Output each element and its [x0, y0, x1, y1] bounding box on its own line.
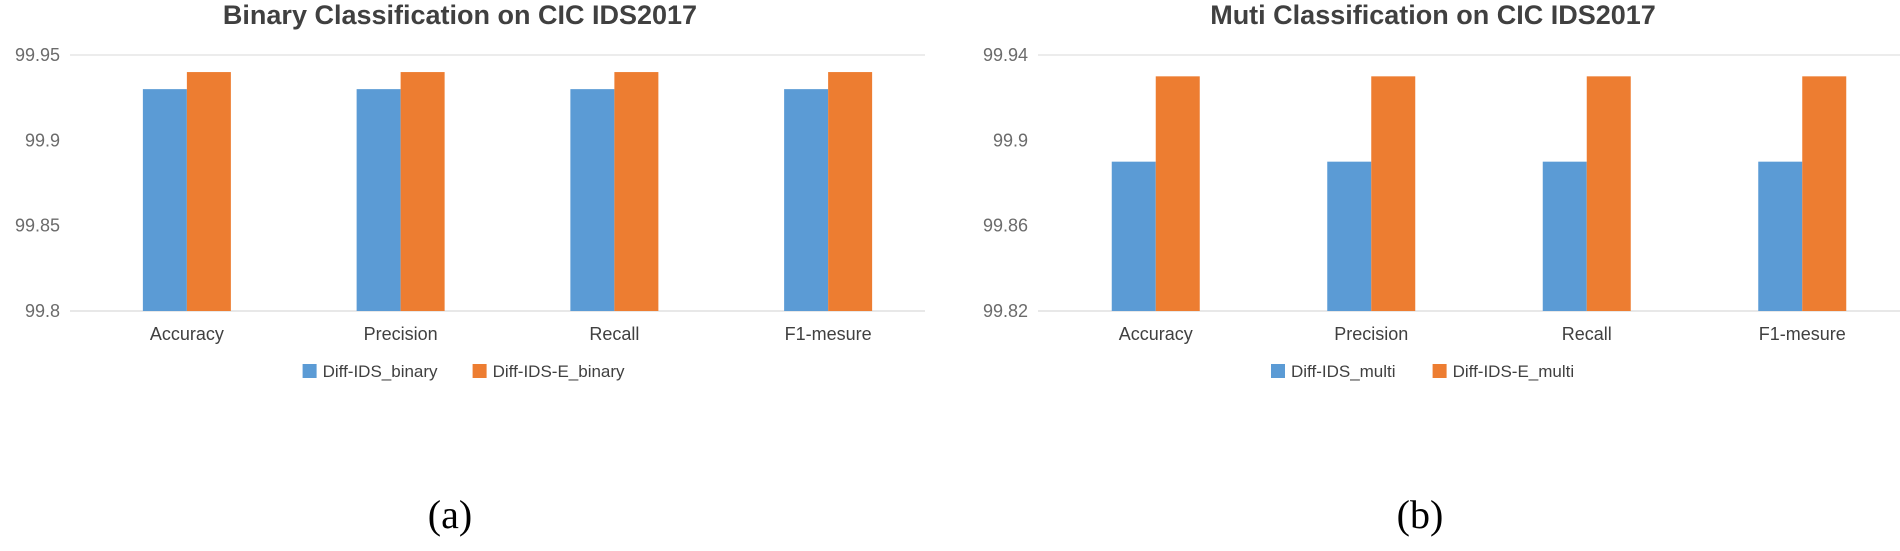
multi-y-tick-label: 99.9 — [993, 130, 1028, 150]
multi-bar-diff-ids-multi-precision — [1327, 161, 1372, 311]
multi-legend: Diff-IDS_multi Diff-IDS-E_multi — [1271, 362, 1574, 381]
multi-y-tick-label: 99.86 — [983, 216, 1028, 236]
multi-bar-diff-ids-multi-accuracy — [1111, 161, 1156, 311]
binary-bar-diff-ids-binary-accuracy — [142, 89, 187, 311]
chart-multi: Muti Classification on CIC IDS2017 99.82 9… — [960, 0, 1900, 551]
binary-y-tick-label: 99.85 — [15, 216, 60, 236]
chart-binary-svg: Binary Classification on CIC IDS2017 99.8… — [15, 0, 925, 537]
multi-x-category-label: Accuracy — [1119, 324, 1193, 344]
multi-legend-swatch — [1271, 364, 1285, 378]
chart-multi-svg: Muti Classification on CIC IDS2017 99.82 9… — [983, 0, 1900, 537]
multi-legend-label: Diff-IDS_multi — [1291, 362, 1396, 381]
binary-x-category-label: F1-mesure — [785, 324, 872, 344]
multi-chart-title: Muti Classification on CIC IDS2017 — [1210, 0, 1656, 30]
chart-binary: Binary Classification on CIC IDS2017 99.8… — [15, 0, 925, 537]
binary-x-category-label: Recall — [589, 324, 639, 344]
binary-legend-swatch — [302, 364, 317, 378]
binary-y-tick-label: 99.95 — [15, 45, 60, 65]
binary-x-category-label: Precision — [364, 324, 438, 344]
binary-legend-label: Diff-IDS_binary — [323, 362, 438, 381]
multi-legend-swatch — [1432, 364, 1447, 378]
multi-x-category-label: Recall — [1562, 324, 1612, 344]
multi-x-category-label: F1-mesure — [1759, 324, 1846, 344]
multi-bar-diff-ids-e-multi-accuracy — [1155, 76, 1200, 311]
binary-y-tick-label: 99.9 — [25, 130, 60, 150]
binary-legend-label: Diff-IDS-E_binary — [493, 362, 625, 381]
binary-bar-diff-ids-binary-f1-mesure — [784, 89, 829, 311]
multi-panel-label: (b) — [1397, 492, 1444, 537]
binary-bar-diff-ids-binary-precision — [356, 89, 401, 311]
binary-y-tick-label: 99.8 — [25, 301, 60, 321]
multi-bar-diff-ids-e-multi-precision — [1371, 76, 1416, 311]
multi-bar-diff-ids-multi-recall — [1542, 161, 1587, 311]
binary-legend: Diff-IDS_binary Diff-IDS-E_binary — [302, 362, 625, 381]
multi-legend-label: Diff-IDS-E_multi — [1453, 362, 1575, 381]
binary-bar-diff-ids-binary-recall — [570, 89, 615, 311]
binary-x-category-label: Accuracy — [150, 324, 224, 344]
multi-y-tick-label: 99.82 — [983, 301, 1028, 321]
binary-bar-diff-ids-e-binary-precision — [400, 72, 445, 311]
binary-bar-diff-ids-e-binary-recall — [614, 72, 659, 311]
binary-panel-label: (a) — [428, 492, 472, 537]
multi-y-tick-label: 99.94 — [983, 45, 1028, 65]
multi-bar-diff-ids-e-multi-f1-mesure — [1802, 76, 1847, 311]
binary-bar-diff-ids-e-binary-f1-mesure — [828, 72, 873, 311]
multi-x-category-label: Precision — [1334, 324, 1408, 344]
multi-bar-diff-ids-e-multi-recall — [1586, 76, 1631, 311]
binary-bar-diff-ids-e-binary-accuracy — [186, 72, 231, 311]
binary-chart-title: Binary Classification on CIC IDS2017 — [223, 0, 697, 30]
multi-bar-diff-ids-multi-f1-mesure — [1758, 161, 1803, 311]
binary-legend-swatch — [472, 364, 487, 378]
